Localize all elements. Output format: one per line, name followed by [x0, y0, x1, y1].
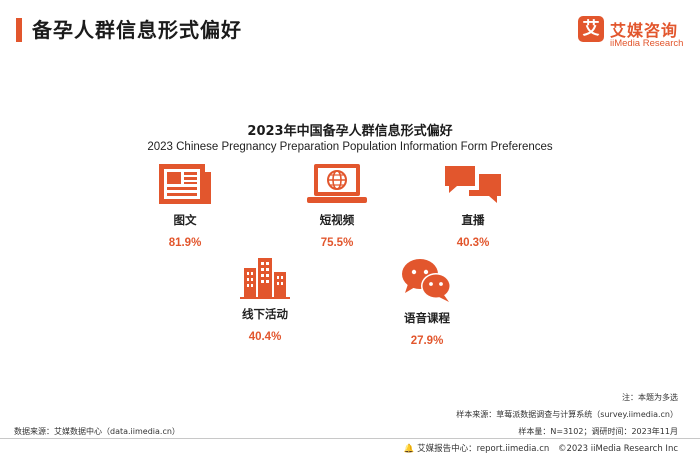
item-value: 75.5% [320, 237, 354, 249]
laptop-globe-icon [307, 164, 367, 203]
chart-title: 2023年中国备孕人群信息形式偏好 [247, 124, 453, 139]
item-label: 线下活动 [242, 307, 288, 321]
sample-size: 样本量：N=3102；调研时间：2023年11月 [518, 427, 678, 436]
item-value: 40.3% [456, 237, 490, 249]
page-title: 备孕人群信息形式偏好 [32, 18, 242, 42]
data-source: 数据来源：艾媒数据中心（data.iimedia.cn） [14, 427, 180, 436]
stat-item-voice-course: 语音课程 27.9% [372, 256, 482, 347]
chat-bubbles-icon [445, 166, 501, 203]
footer-divider [0, 438, 700, 439]
item-label: 图文 [173, 213, 197, 227]
item-value: 27.9% [410, 335, 444, 347]
item-value: 40.4% [248, 331, 282, 343]
stat-item-offline-activity: 线下活动 40.4% [210, 256, 320, 343]
title-accent-bar [16, 18, 22, 42]
logo-chinese-name: 艾媒咨询 [610, 21, 679, 40]
item-label: 直播 [461, 213, 485, 227]
note-multiple-choice: 注：本题为多选 [622, 393, 678, 402]
stat-item-image-text: 图文 81.9% [130, 162, 240, 249]
item-label: 短视频 [319, 213, 355, 227]
item-value: 81.9% [168, 237, 202, 249]
newspaper-icon [159, 164, 211, 204]
iimedia-logo: 艾 艾媒咨询 iiMedia Research [578, 16, 688, 54]
voice-chat-icon [402, 259, 451, 302]
chart-subtitle: 2023 Chinese Pregnancy Preparation Popul… [147, 141, 553, 153]
logo-english-name: iiMedia Research [610, 38, 684, 49]
footer: 🔔 艾媒报告中心：report.iimedia.cn ©2023 iiMedia … [404, 442, 678, 454]
bell-icon: 🔔 [403, 444, 415, 454]
copyright: ©2023 iiMedia Research Inc [557, 444, 678, 454]
buildings-icon [240, 258, 290, 299]
stat-item-live-stream: 直播 40.3% [418, 162, 528, 249]
sample-source: 样本来源：草莓派数据调查与计算系统（survey.iimedia.cn） [456, 410, 678, 419]
stat-item-short-video: 短视频 75.5% [282, 162, 392, 249]
logo-mark: 艾 [578, 16, 604, 42]
report-center-link[interactable]: 艾媒报告中心：report.iimedia.cn [417, 444, 550, 454]
item-label: 语音课程 [404, 311, 450, 325]
